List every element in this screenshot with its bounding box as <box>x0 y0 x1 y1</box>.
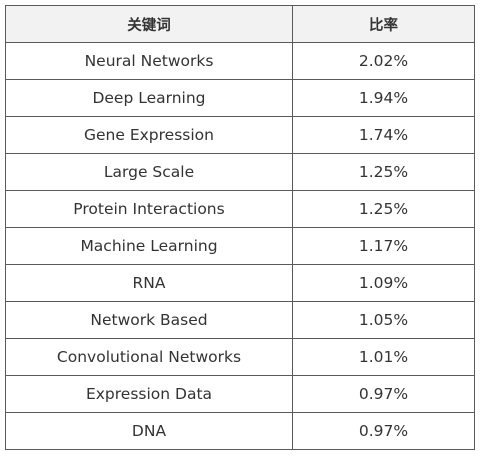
ratio-cell: 1.17% <box>292 227 475 265</box>
ratio-cell: 1.94% <box>292 79 475 117</box>
table-row: Large Scale 1.25% <box>5 153 475 191</box>
table-row: Convolutional Networks 1.01% <box>5 338 475 376</box>
ratio-cell: 0.97% <box>292 375 475 413</box>
table-row: Gene Expression 1.74% <box>5 116 475 154</box>
keyword-cell: Network Based <box>5 301 293 339</box>
ratio-cell: 1.25% <box>292 153 475 191</box>
table-row: Machine Learning 1.17% <box>5 227 475 265</box>
keyword-cell: Deep Learning <box>5 79 293 117</box>
ratio-cell: 2.02% <box>292 42 475 80</box>
keyword-cell: Convolutional Networks <box>5 338 293 376</box>
table-row: RNA 1.09% <box>5 264 475 302</box>
header-keyword: 关键词 <box>5 5 293 43</box>
ratio-cell: 0.97% <box>292 412 475 450</box>
ratio-cell: 1.05% <box>292 301 475 339</box>
keyword-cell: Protein Interactions <box>5 190 293 228</box>
table-row: Network Based 1.05% <box>5 301 475 339</box>
keyword-cell: Expression Data <box>5 375 293 413</box>
table-row: Expression Data 0.97% <box>5 375 475 413</box>
keyword-cell: Large Scale <box>5 153 293 191</box>
keyword-cell: Gene Expression <box>5 116 293 154</box>
table-row: DNA 0.97% <box>5 412 475 450</box>
table-header-row: 关键词 比率 <box>5 5 475 43</box>
ratio-cell: 1.74% <box>292 116 475 154</box>
table-row: Protein Interactions 1.25% <box>5 190 475 228</box>
ratio-cell: 1.01% <box>292 338 475 376</box>
header-ratio: 比率 <box>292 5 475 43</box>
ratio-cell: 1.09% <box>292 264 475 302</box>
ratio-cell: 1.25% <box>292 190 475 228</box>
keyword-cell: Neural Networks <box>5 42 293 80</box>
keyword-ratio-table: 关键词 比率 Neural Networks 2.02% Deep Learni… <box>5 5 475 450</box>
table-row: Deep Learning 1.94% <box>5 79 475 117</box>
keyword-cell: Machine Learning <box>5 227 293 265</box>
keyword-cell: RNA <box>5 264 293 302</box>
table-row: Neural Networks 2.02% <box>5 42 475 80</box>
keyword-cell: DNA <box>5 412 293 450</box>
